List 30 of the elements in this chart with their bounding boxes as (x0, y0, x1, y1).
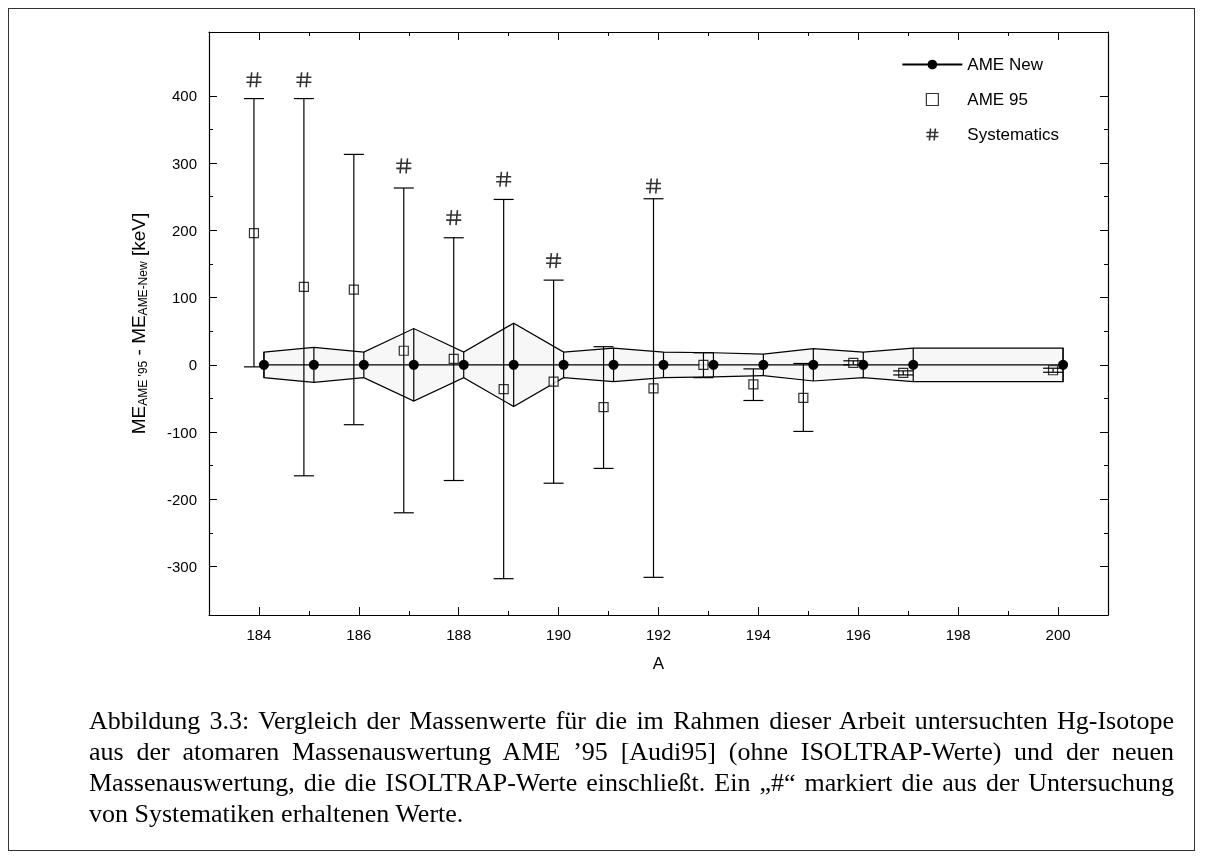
point (495, 170, 512, 188)
y-tick-label: 200 (171, 221, 197, 239)
point (395, 157, 413, 175)
y-tick-label: 300 (171, 154, 197, 172)
y-tick-label: 0 (188, 356, 197, 374)
y-tick-label: -100 (166, 423, 197, 441)
x-tick-label: 184 (246, 626, 272, 643)
y-tick-label: -200 (166, 490, 197, 508)
y-tick-label: -300 (166, 558, 197, 576)
x-tick-label: 186 (346, 626, 372, 643)
x-tick-label: 192 (645, 626, 672, 643)
x-tick-label: 188 (446, 626, 472, 643)
point (645, 177, 662, 195)
x-tick-label: 190 (546, 626, 572, 643)
x-tick-label: 198 (945, 626, 971, 643)
point (358, 359, 369, 370)
legend-label: AME New (967, 55, 1044, 74)
y-tick-label: 100 (171, 289, 197, 307)
x-tick-label: 194 (745, 626, 771, 643)
point (545, 252, 562, 269)
x-tick-label: 196 (845, 626, 871, 643)
point (445, 209, 463, 226)
text: Abbildung 3.3: Vergleich der Massenwerte für die im Rahmen dieser Arbeit untersuchten Hg-Isotope aus der atomaren Massenauswertung AME ’95 [Audi95] (ohne ISOLTRAP-Werte) und der neuen Massenauswertung, die die ISOLTRAP-Werte einschließt. Ein „#“ markiert die aus der Untersuchung von Systematiken erhaltenen Werte. (88, 705, 1175, 829)
legend-label: Systematics (967, 125, 1060, 144)
x-axis-title: A (652, 654, 665, 673)
y-tick-label: 400 (171, 87, 197, 105)
x-tick-label: 200 (1045, 626, 1071, 643)
point (245, 71, 263, 89)
point (295, 71, 313, 89)
legend-label: AME 95 (967, 90, 1028, 109)
